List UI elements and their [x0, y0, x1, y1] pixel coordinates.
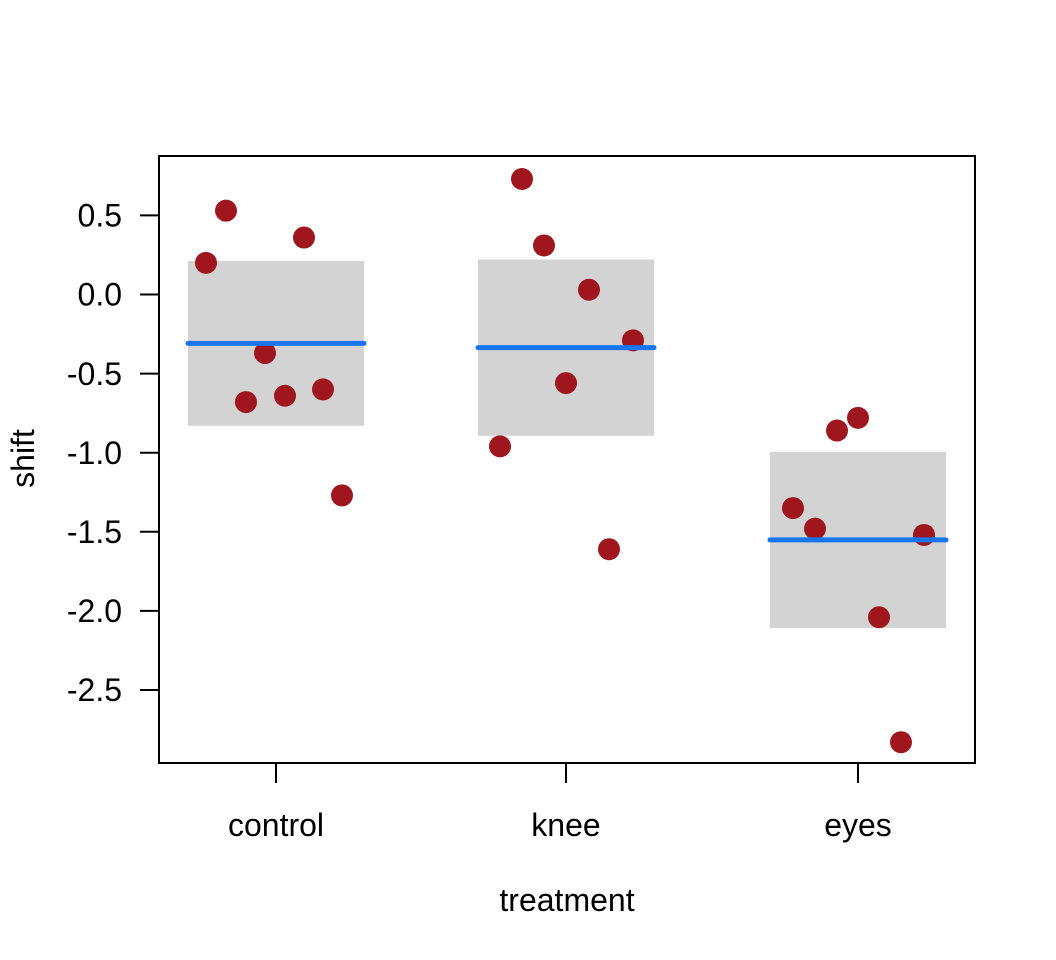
data-point — [489, 435, 511, 458]
y-tick-label: 0.5 — [78, 198, 122, 234]
data-point — [533, 234, 555, 257]
data-point — [511, 168, 533, 191]
y-tick-label: -1.5 — [67, 514, 122, 550]
y-tick-label: -2.0 — [67, 593, 122, 629]
y-tick-label: -0.5 — [67, 356, 122, 392]
data-point — [804, 517, 826, 540]
x-tick-label: control — [228, 807, 324, 843]
data-point — [782, 497, 804, 520]
data-point — [331, 484, 353, 507]
mean-lines — [185, 340, 949, 543]
data-point — [195, 251, 217, 274]
data-point — [312, 378, 334, 401]
y-axis-title: shift — [5, 429, 41, 488]
data-point — [215, 199, 237, 222]
data-point — [254, 342, 276, 365]
y-tick-label: -2.5 — [67, 672, 122, 708]
data-point — [293, 226, 315, 249]
x-tick-label: knee — [531, 807, 600, 843]
data-point — [868, 606, 890, 629]
data-points — [195, 168, 935, 754]
y-tick-label: -1.0 — [67, 435, 122, 471]
data-point — [847, 406, 869, 429]
data-point — [890, 731, 912, 754]
x-tick-label: eyes — [824, 807, 892, 843]
x-axis-title: treatment — [499, 882, 634, 918]
data-point — [913, 523, 935, 546]
data-point — [598, 538, 620, 561]
y-axis: 0.5 0.0 -0.5 -1.0 -1.5 -2.0 -2.5 — [67, 198, 159, 708]
ci-boxes — [188, 259, 946, 628]
data-point — [555, 372, 577, 395]
data-point — [235, 391, 257, 414]
y-tick-label: 0.0 — [78, 277, 122, 313]
x-axis: control knee eyes — [228, 763, 892, 843]
data-point — [274, 384, 296, 407]
data-point — [578, 278, 600, 301]
plot-border — [158, 155, 976, 764]
data-point — [826, 419, 848, 442]
